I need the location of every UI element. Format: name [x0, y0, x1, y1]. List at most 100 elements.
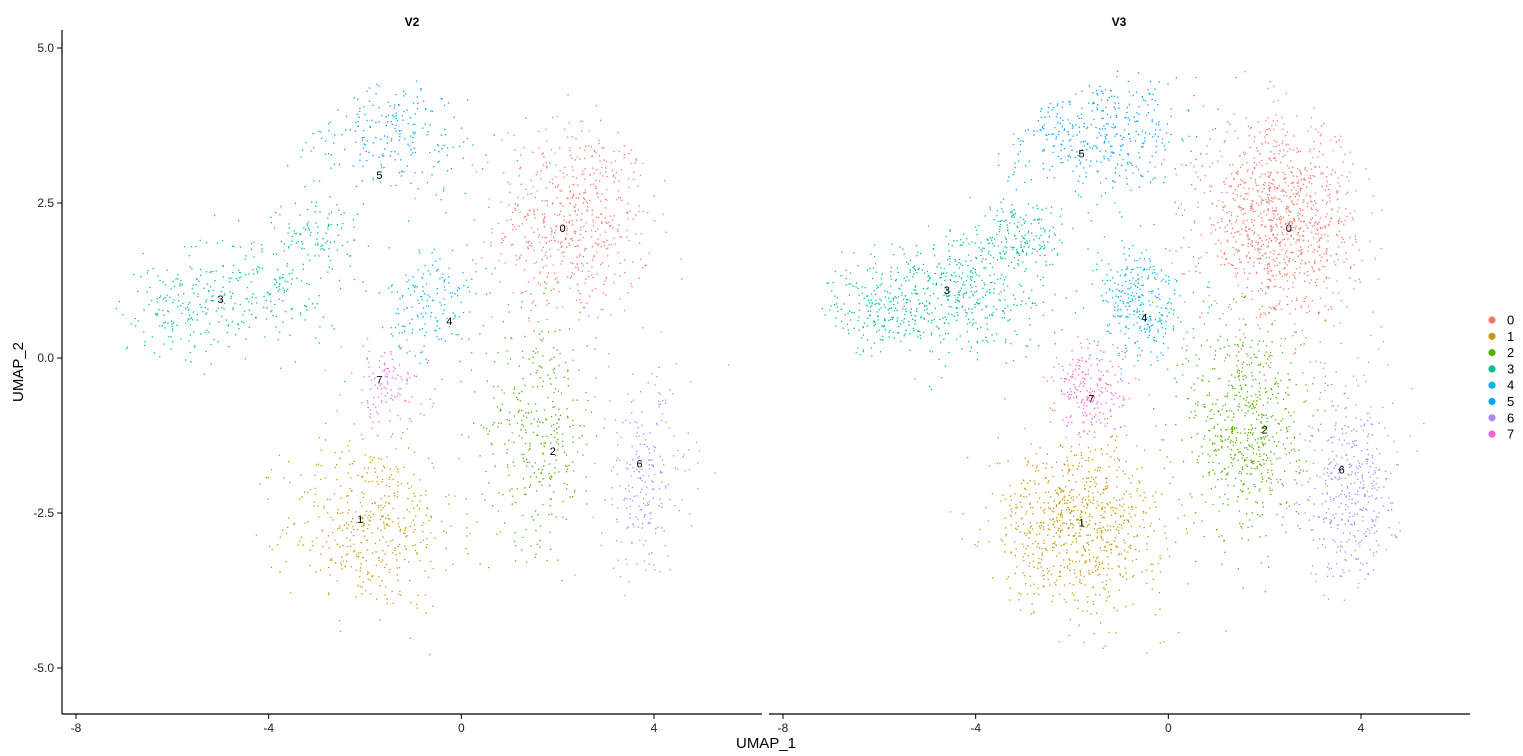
point-cluster-3 — [248, 273, 250, 275]
point-cluster-7 — [383, 362, 385, 365]
point-cluster-3 — [218, 321, 220, 323]
point-cluster-6 — [618, 459, 621, 461]
point-cluster-1 — [1159, 608, 1161, 610]
point-cluster-4 — [429, 273, 432, 275]
point-cluster-2 — [543, 445, 545, 448]
point-cluster-1 — [1157, 563, 1159, 565]
point-cluster-0 — [1294, 220, 1296, 222]
point-cluster-0 — [576, 245, 578, 247]
point-cluster-1 — [1028, 537, 1030, 539]
point-cluster-1 — [1116, 529, 1118, 531]
point-cluster-2 — [1256, 441, 1259, 444]
point-cluster-0 — [1333, 325, 1335, 327]
point-cluster-1 — [1085, 460, 1087, 462]
point-cluster-1 — [413, 474, 415, 476]
point-cluster-2 — [1213, 413, 1215, 415]
point-cluster-1 — [1060, 565, 1062, 567]
point-cluster-2 — [511, 503, 513, 505]
point-cluster-1 — [352, 518, 354, 520]
point-cluster-1 — [996, 462, 998, 465]
point-cluster-1 — [1101, 508, 1103, 511]
point-cluster-5 — [390, 185, 392, 187]
point-cluster-2 — [1208, 461, 1210, 464]
point-cluster-1 — [416, 603, 418, 605]
point-cluster-2 — [515, 501, 517, 504]
point-cluster-0 — [1268, 263, 1270, 266]
point-cluster-1 — [1159, 571, 1162, 573]
point-cluster-2 — [523, 415, 525, 417]
point-cluster-1 — [1043, 539, 1045, 542]
point-cluster-5 — [345, 129, 347, 131]
point-cluster-0 — [1338, 139, 1340, 141]
point-cluster-1 — [397, 545, 399, 547]
point-cluster-1 — [1069, 569, 1071, 572]
point-cluster-6 — [633, 471, 635, 473]
point-cluster-0 — [1287, 185, 1289, 187]
point-cluster-2 — [572, 424, 574, 426]
point-cluster-1 — [361, 525, 363, 527]
point-cluster-0 — [1242, 244, 1244, 246]
point-cluster-0 — [570, 238, 572, 240]
point-cluster-7 — [432, 402, 435, 405]
point-cluster-3 — [315, 337, 317, 339]
point-cluster-0 — [1287, 206, 1289, 208]
point-cluster-0 — [1242, 222, 1244, 224]
point-cluster-0 — [579, 293, 581, 295]
point-cluster-0 — [1279, 222, 1282, 224]
point-cluster-7 — [388, 371, 390, 373]
point-cluster-1 — [1095, 570, 1097, 572]
point-cluster-0 — [1338, 246, 1340, 248]
point-cluster-3 — [189, 301, 191, 304]
point-cluster-2 — [504, 522, 506, 524]
point-cluster-0 — [555, 226, 557, 228]
point-cluster-2 — [1271, 341, 1273, 343]
point-cluster-4 — [460, 380, 462, 383]
point-cluster-0 — [1336, 192, 1338, 194]
point-cluster-5 — [440, 199, 442, 201]
point-cluster-2 — [1259, 371, 1261, 373]
point-cluster-2 — [1240, 525, 1242, 527]
point-cluster-1 — [1063, 566, 1065, 569]
point-cluster-1 — [1016, 506, 1018, 508]
point-cluster-0 — [1320, 227, 1322, 229]
point-cluster-0 — [1326, 247, 1328, 250]
point-cluster-1 — [1097, 466, 1099, 469]
point-cluster-7 — [351, 372, 353, 374]
point-cluster-1 — [1117, 530, 1120, 532]
point-cluster-1 — [363, 523, 365, 525]
point-cluster-0 — [644, 265, 646, 267]
point-cluster-1 — [1048, 480, 1050, 482]
point-cluster-1 — [1117, 554, 1120, 556]
point-cluster-1 — [340, 564, 343, 566]
point-cluster-6 — [690, 525, 693, 527]
point-cluster-2 — [1260, 438, 1262, 440]
point-cluster-2 — [518, 411, 520, 413]
point-cluster-2 — [1209, 410, 1211, 412]
point-cluster-2 — [479, 455, 481, 457]
point-cluster-2 — [1262, 366, 1265, 368]
point-cluster-6 — [637, 457, 639, 459]
point-cluster-1 — [413, 507, 415, 509]
point-cluster-0 — [1268, 262, 1270, 265]
point-cluster-6 — [623, 499, 625, 501]
point-cluster-0 — [1262, 243, 1265, 246]
point-cluster-1 — [361, 516, 364, 518]
point-cluster-0 — [569, 147, 571, 149]
point-cluster-0 — [1234, 189, 1236, 191]
point-cluster-0 — [1272, 234, 1274, 237]
point-cluster-1 — [375, 564, 377, 566]
point-cluster-3 — [210, 300, 213, 302]
point-cluster-5 — [363, 130, 365, 132]
point-cluster-1 — [1057, 513, 1059, 515]
point-cluster-3 — [151, 299, 153, 302]
point-cluster-2 — [569, 277, 572, 279]
point-cluster-1 — [1072, 496, 1075, 498]
point-cluster-1 — [1005, 533, 1008, 536]
point-cluster-0 — [1245, 226, 1247, 228]
point-cluster-1 — [1169, 461, 1172, 463]
point-cluster-2 — [549, 477, 551, 479]
point-cluster-1 — [1096, 470, 1099, 472]
point-cluster-1 — [1066, 567, 1069, 569]
point-cluster-2 — [526, 416, 528, 419]
point-cluster-3 — [284, 311, 287, 313]
